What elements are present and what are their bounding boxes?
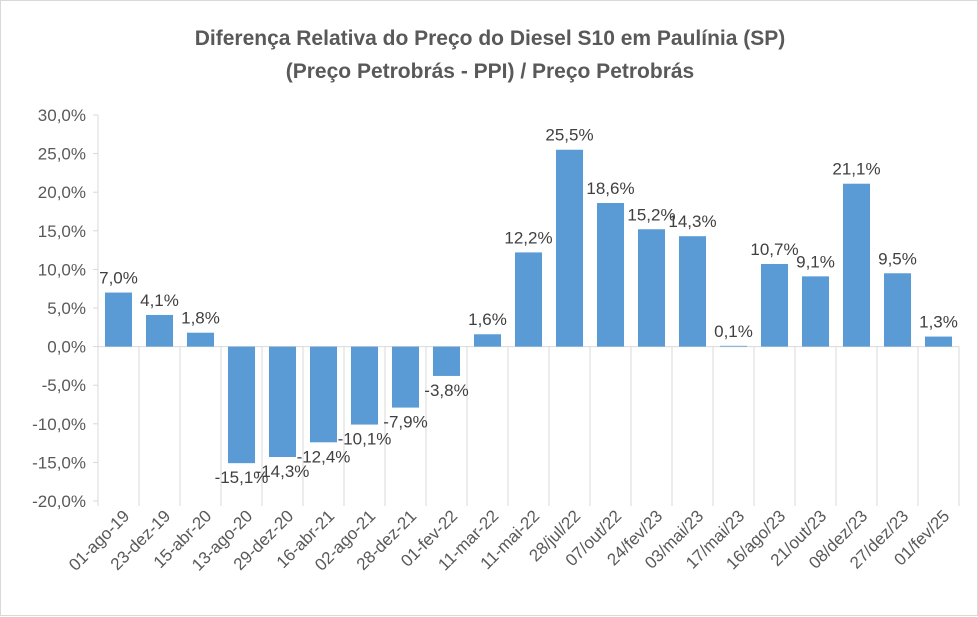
y-tick-label: -20,0% bbox=[32, 492, 86, 511]
data-label: 0,1% bbox=[714, 322, 753, 341]
y-tick-label: 5,0% bbox=[47, 299, 86, 318]
bar bbox=[268, 346, 297, 457]
data-label: 21,1% bbox=[832, 160, 880, 179]
data-label: -12,4% bbox=[297, 447, 351, 466]
data-label: 4,1% bbox=[140, 291, 179, 310]
data-label: -14,3% bbox=[256, 462, 310, 481]
bar bbox=[350, 346, 379, 425]
y-tick-label: -10,0% bbox=[32, 415, 86, 434]
data-label: -10,1% bbox=[338, 430, 392, 449]
y-tick-label: -15,0% bbox=[32, 453, 86, 472]
bar bbox=[555, 149, 584, 347]
x-tick-labels: 01-ago-1923-dez-1915-abr-2013-ago-2029-d… bbox=[65, 506, 953, 574]
bar bbox=[678, 236, 707, 347]
y-tick-label: 15,0% bbox=[38, 222, 86, 241]
data-label: -15,1% bbox=[215, 468, 269, 487]
data-label: 9,1% bbox=[796, 252, 835, 271]
y-tick-label: -5,0% bbox=[42, 376, 86, 395]
bar bbox=[719, 345, 748, 347]
chart-subtitle: (Preço Petrobrás - PPI) / Preço Petrobrá… bbox=[286, 60, 694, 83]
data-label: 10,7% bbox=[750, 240, 798, 259]
bar bbox=[842, 183, 871, 347]
y-tick-labels: 30,0% 25,0% 20,0% 15,0% 10,0% 5,0% 0,0% -5,0% -1… bbox=[32, 106, 86, 511]
bar bbox=[760, 263, 789, 347]
bar bbox=[227, 346, 256, 464]
data-label: 12,2% bbox=[504, 228, 552, 247]
chart-title: Diferença Relativa do Preço do Diesel S1… bbox=[195, 27, 786, 50]
y-tick-label: 0,0% bbox=[47, 338, 86, 357]
bar bbox=[145, 314, 174, 347]
bar bbox=[924, 336, 953, 347]
bar bbox=[309, 346, 338, 443]
bar bbox=[391, 346, 420, 408]
bar bbox=[186, 332, 215, 347]
data-label: 9,5% bbox=[878, 249, 917, 268]
data-label: -3,8% bbox=[424, 381, 468, 400]
bar bbox=[104, 292, 133, 347]
y-tick-label: 30,0% bbox=[38, 106, 86, 125]
bar bbox=[801, 276, 830, 347]
y-tick-label: 20,0% bbox=[38, 183, 86, 202]
data-label: 18,6% bbox=[586, 179, 634, 198]
data-label: 1,6% bbox=[468, 310, 507, 329]
bar bbox=[514, 252, 543, 347]
bar bbox=[473, 334, 502, 347]
data-label: 15,2% bbox=[627, 205, 675, 224]
data-label: -7,9% bbox=[383, 413, 427, 432]
data-label: 1,3% bbox=[919, 313, 958, 332]
bar bbox=[637, 229, 666, 347]
bars bbox=[104, 149, 953, 464]
y-tick-label: 10,0% bbox=[38, 260, 86, 279]
bar bbox=[432, 346, 461, 376]
bar bbox=[883, 273, 912, 347]
data-label: 25,5% bbox=[545, 126, 593, 145]
data-label: 14,3% bbox=[668, 212, 716, 231]
y-tick-label: 25,0% bbox=[38, 145, 86, 164]
bar bbox=[596, 203, 625, 347]
data-label: 1,8% bbox=[181, 309, 220, 328]
data-labels: 7,0%4,1%1,8% -15,1%-14,3%-12,4%-10,1%-7,9… bbox=[99, 126, 958, 487]
data-label: 7,0% bbox=[99, 269, 138, 288]
